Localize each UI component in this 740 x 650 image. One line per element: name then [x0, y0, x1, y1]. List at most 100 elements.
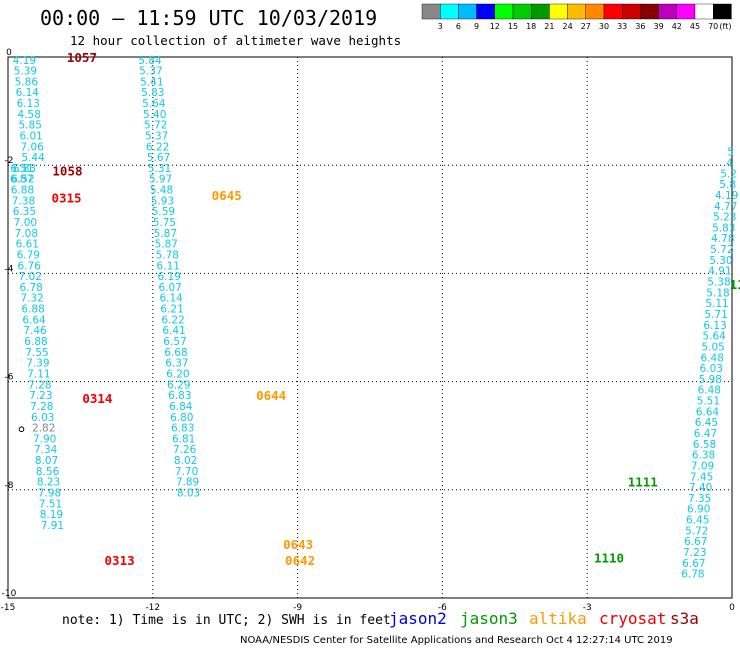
- pass-time-label: 0643: [283, 537, 313, 552]
- y-tick-label: -4: [5, 264, 14, 274]
- wave-height-label: 6.41: [162, 325, 185, 337]
- colorbar-label: 18: [526, 22, 536, 31]
- wave-height-label: 6.90: [687, 504, 710, 516]
- wave-height-label: 6.22: [146, 141, 169, 153]
- wave-height-label: 5.39: [14, 66, 37, 78]
- colorbar-label: 24: [563, 22, 573, 31]
- wave-height-label: 6.67: [684, 536, 707, 548]
- wave-height-label: 7.06: [20, 141, 44, 153]
- wave-height-label: 6.52: [11, 174, 34, 186]
- colorbar-swatch: [622, 3, 641, 20]
- wave-height-label: 4.77: [714, 201, 737, 213]
- wave-height-label: 5.86: [15, 76, 39, 88]
- legend-entry-s3a: s3a: [670, 609, 699, 628]
- wave-height-label: 5.40: [143, 109, 166, 121]
- wave-height-label: 7.11: [27, 368, 50, 380]
- x-tick-label: 0: [729, 603, 735, 613]
- wave-height-label: 5.78: [156, 249, 179, 261]
- colorbar-swatch: [512, 3, 532, 20]
- wave-height-label: 5.44: [21, 152, 45, 164]
- wave-height-label: 8.23: [37, 477, 60, 489]
- wave-height-label: 6.51: [10, 163, 33, 175]
- colorbar-label: 36: [635, 22, 645, 31]
- wave-height-label: 6.45: [686, 515, 709, 527]
- legend-entry-altika: altika: [529, 609, 587, 628]
- wave-height-label: 4.91: [708, 266, 731, 278]
- wave-height-label: 7.45: [690, 471, 713, 483]
- wave-height-label: 5.59: [152, 206, 175, 218]
- wave-height-label: 5.31: [148, 163, 171, 175]
- wave-height-label: 5.97: [149, 174, 172, 186]
- pass-time-label: 0644: [256, 388, 286, 403]
- wave-height-label: 7.91: [41, 520, 64, 532]
- x-tick-label: -12: [145, 603, 160, 613]
- wave-height-label: 6.14: [16, 87, 40, 99]
- wave-height-label: 7.46: [23, 325, 47, 337]
- colorbar-swatch: [713, 3, 732, 20]
- wave-height-label: 5.72: [710, 244, 733, 256]
- wave-height-label: 4.19: [715, 190, 738, 202]
- wave-height-label: 7.28: [30, 401, 53, 413]
- wave-height-label: 5.71: [704, 309, 727, 321]
- wave-height-label: 8.03: [177, 488, 200, 500]
- wave-height-label: 5.67: [147, 152, 170, 164]
- wave-height-label: 5.85: [19, 120, 42, 132]
- wave-height-label: 5.84: [138, 55, 162, 67]
- wave-height-label: 6.79: [17, 249, 40, 261]
- wave-height-label: 6.64: [22, 314, 46, 326]
- plot-frame: [7, 56, 733, 599]
- pass-time-label: 0315: [51, 191, 81, 206]
- colorbar-label: 9: [474, 22, 479, 31]
- wave-height-label: 6.88: [11, 185, 34, 197]
- colorbar-swatch: [567, 3, 586, 20]
- wave-height-label: 8.56: [36, 466, 60, 478]
- wave-height-label: 4.78: [711, 233, 734, 245]
- footer-note: note: 1) Time is in UTC; 2) SWH is in fe…: [62, 613, 391, 628]
- colorbar-label: 42: [672, 22, 682, 31]
- wave-height-label: 8.02: [174, 455, 197, 467]
- wave-height-label: 6.88: [21, 304, 44, 316]
- colorbar-swatch: [476, 3, 496, 20]
- wave-height-label: 7.23: [29, 390, 52, 402]
- wave-height-label: 7.90: [33, 433, 56, 445]
- y-tick-label: -6: [5, 373, 14, 383]
- wave-height-label: 7.51: [39, 498, 62, 510]
- wave-height-label: 5.30: [709, 255, 732, 267]
- colorbar-swatch: [549, 3, 568, 20]
- colorbar-label: 21: [544, 22, 554, 31]
- y-tick-label: 0: [6, 48, 12, 58]
- wave-height-label: 7.55: [25, 347, 48, 359]
- wave-height-label: 6.07: [158, 282, 181, 294]
- wave-height-label: 6.83: [13, 163, 36, 175]
- colorbar-unit: (ft): [719, 22, 731, 31]
- wave-height-label: 5.41: [140, 76, 163, 88]
- legend-entry-jason2: jason2: [389, 609, 447, 628]
- wave-height-label: 6.83: [171, 423, 194, 435]
- x-tick-label: -3: [583, 603, 592, 613]
- wave-height-label: 6.14: [159, 293, 183, 305]
- legend-entry-jason3: jason3: [460, 609, 518, 628]
- colorbar-swatch: [694, 3, 714, 20]
- wave-height-label: 5.11: [705, 298, 728, 310]
- chart-title: 00:00 – 11:59 UTC 10/03/2019: [40, 6, 378, 30]
- wave-height-label: 4.19: [13, 55, 36, 67]
- colorbar-label: 39: [654, 22, 664, 31]
- wave-height-label: 7.32: [20, 293, 43, 305]
- wave-height-label: 6.21: [160, 304, 183, 316]
- y-tick-label: -10: [2, 589, 17, 599]
- colorbar-swatch: [676, 3, 696, 20]
- wave-height-label: 6.11: [157, 260, 180, 272]
- wave-height-label: 7.89: [176, 477, 199, 489]
- footer-credit: NOAA/NESDIS Center for Satellite Applica…: [240, 635, 673, 646]
- colorbar-label: 12: [490, 22, 500, 31]
- colorbar-label: 27: [581, 22, 591, 31]
- colorbar-swatch: [531, 3, 550, 20]
- wave-height-label: 5.87: [154, 228, 177, 240]
- wave-height-label: 4.58: [18, 109, 41, 121]
- wave-height-label: 5.83: [141, 87, 164, 99]
- wave-height-label: 5.23: [713, 212, 736, 224]
- wave-height-label: 6.13: [17, 98, 40, 110]
- track-start-marker: [18, 426, 25, 433]
- wave-height-label: 6.78: [681, 569, 704, 581]
